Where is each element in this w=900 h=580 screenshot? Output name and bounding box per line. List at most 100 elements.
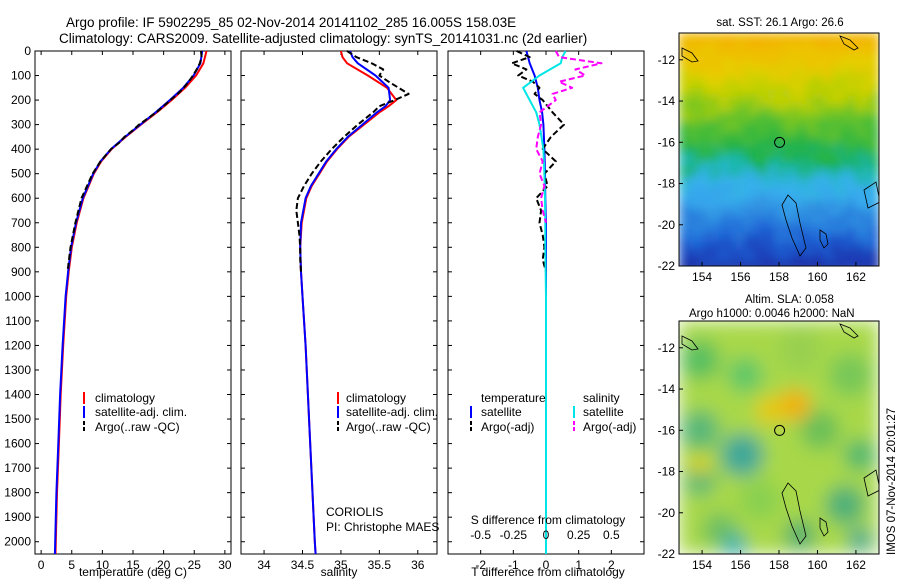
s-tick-label: 0.5 xyxy=(603,528,620,542)
salinity-legend: climatology satellite-adj. clim. Argo(..… xyxy=(337,391,438,434)
s-difference-label: S difference from climatology xyxy=(471,513,626,527)
legend-argo-label: Argo(..raw -QC) xyxy=(346,420,431,434)
x-tick-label: 25 xyxy=(188,558,202,572)
depth-tick-label: 1000 xyxy=(4,289,31,303)
argo-position-marker xyxy=(774,136,786,148)
legend-s-argo-label: Argo(-adj) xyxy=(583,420,636,434)
x-tick-label: 10 xyxy=(96,558,110,572)
legend-climatology-label: climatology xyxy=(95,391,155,405)
temperature-legend: climatology satellite-adj. clim. Argo(..… xyxy=(83,391,187,434)
depth-tick-label: 1100 xyxy=(5,314,31,328)
sla-map-axes: 154 156 158 160 162 -12 -14 -16 -18 -20 -22 xyxy=(658,341,867,572)
series-line-satellite-adj-clim- xyxy=(299,50,392,555)
map-x-tick-label: 162 xyxy=(846,270,866,284)
coastline xyxy=(819,229,829,249)
map-y-tick-label: -12 xyxy=(658,53,676,67)
depth-tick-label: 600 xyxy=(11,191,31,205)
x-tick-label: 30 xyxy=(218,558,232,572)
map-y-tick-label: -20 xyxy=(658,218,676,232)
temperature-xlabel: temperature (deg C) xyxy=(79,565,187,579)
map-y-tick-label: -22 xyxy=(658,547,676,561)
map-x-tick-label: 154 xyxy=(692,558,712,572)
series-line-argo-adj- xyxy=(510,50,565,273)
legend-s-satellite-label: satellite xyxy=(583,405,624,419)
sst-map xyxy=(679,33,879,266)
x-tick-label: 34 xyxy=(257,558,271,572)
depth-tick-label: 1900 xyxy=(4,510,31,524)
salinity-panel xyxy=(240,50,438,555)
series-line-satellite xyxy=(522,50,567,554)
series-line-argo-adj- xyxy=(535,50,603,224)
argo-position-marker xyxy=(774,424,786,436)
coastline xyxy=(863,469,879,497)
sla-map xyxy=(679,321,879,554)
depth-tick-label: 900 xyxy=(11,265,31,279)
map-x-tick-label: 160 xyxy=(807,558,827,572)
s-tick-label: 0 xyxy=(543,528,550,542)
depth-axis: 0 100 200 300 400 500 600 700 800 900 1000 1100 1200… xyxy=(4,44,644,549)
s-tick-label: 0.25 xyxy=(567,528,591,542)
difference-legend: temperature salinity satellite Argo(-adj… xyxy=(470,391,636,434)
series-line-satellite-adj-clim- xyxy=(53,50,204,555)
sla-map-title-2: Argo h1000: 0.0046 h2000: NaN xyxy=(689,308,855,320)
legend-salinity-title: salinity xyxy=(583,391,620,405)
map-x-tick-label: 156 xyxy=(731,270,751,284)
series-line-satellite xyxy=(525,50,547,554)
legend-t-argo-label: Argo(-adj) xyxy=(481,420,534,434)
depth-tick-label: 1700 xyxy=(4,461,31,475)
map-y-tick-label: -18 xyxy=(658,177,676,191)
coastline xyxy=(781,482,807,545)
depth-tick-label: 700 xyxy=(11,216,31,230)
sla-land-outlines xyxy=(681,323,879,545)
depth-tick-label: 400 xyxy=(11,142,31,156)
series-line-climatology xyxy=(54,50,208,555)
coastline xyxy=(863,181,879,209)
imos-timestamp: IMOS 07-Nov-2014 20:01:27 xyxy=(886,408,898,555)
legend-argo-label: Argo(..raw -QC) xyxy=(95,420,180,434)
map-y-tick-label: -22 xyxy=(658,259,676,273)
x-tick-label: 34.5 xyxy=(291,558,315,572)
x-tick-label: 15 xyxy=(126,558,140,572)
depth-tick-label: 200 xyxy=(11,93,31,107)
legend-climatology-label: climatology xyxy=(346,391,406,405)
series-line-climatology xyxy=(299,50,398,555)
depth-tick-label: 500 xyxy=(11,167,31,181)
depth-tick-label: 300 xyxy=(11,118,31,132)
depth-tick-label: 0 xyxy=(24,44,31,58)
map-x-tick-label: 158 xyxy=(769,558,789,572)
map-y-tick-label: -16 xyxy=(658,423,676,437)
x-tick-label: -2 xyxy=(475,558,486,572)
coastline xyxy=(839,35,859,51)
coastline xyxy=(819,517,829,537)
salinity-plot: 34 34.5 35 35.5 36 xyxy=(257,50,425,572)
map-x-tick-label: 160 xyxy=(807,270,827,284)
legend-t-satellite-label: satellite xyxy=(481,405,522,419)
legend-satellite-label: satellite-adj. clim. xyxy=(346,405,438,419)
legend-satellite-label: satellite-adj. clim. xyxy=(95,405,187,419)
pi-label: PI: Christophe MAES xyxy=(326,520,439,534)
coastline xyxy=(839,323,859,339)
x-tick-label: 2 xyxy=(608,558,615,572)
sst-land-outlines xyxy=(681,35,879,257)
s-tick-label: -0.5 xyxy=(470,528,491,542)
x-tick-label: 35.5 xyxy=(368,558,392,572)
x-tick-label: 1 xyxy=(575,558,582,572)
legend-temperature-title: temperature xyxy=(481,391,546,405)
sst-map-title: sat. SST: 26.1 Argo: 26.6 xyxy=(716,17,843,29)
map-y-tick-label: -16 xyxy=(658,135,676,149)
data-centre-label: CORIOLIS xyxy=(326,505,383,519)
sla-map-title-1: Altim. SLA: 0.058 xyxy=(745,294,834,306)
x-tick-label: -1 xyxy=(508,558,519,572)
map-x-tick-label: 158 xyxy=(769,270,789,284)
depth-tick-label: 1200 xyxy=(4,338,31,352)
depth-tick-label: 2000 xyxy=(4,535,31,549)
x-tick-label: 35 xyxy=(334,558,348,572)
s-tick-label: -0.25 xyxy=(500,528,528,542)
x-tick-label: 5 xyxy=(68,558,75,572)
difference-plot: -2 -1 0 1 2 -0.5 -0.25 0 0.25 0.5 xyxy=(470,50,620,572)
depth-tick-label: 1800 xyxy=(4,486,31,500)
map-x-tick-label: 156 xyxy=(731,558,751,572)
temperature-plot: 0 5 10 15 20 25 30 xyxy=(38,50,232,572)
depth-tick-label: 1300 xyxy=(4,363,31,377)
